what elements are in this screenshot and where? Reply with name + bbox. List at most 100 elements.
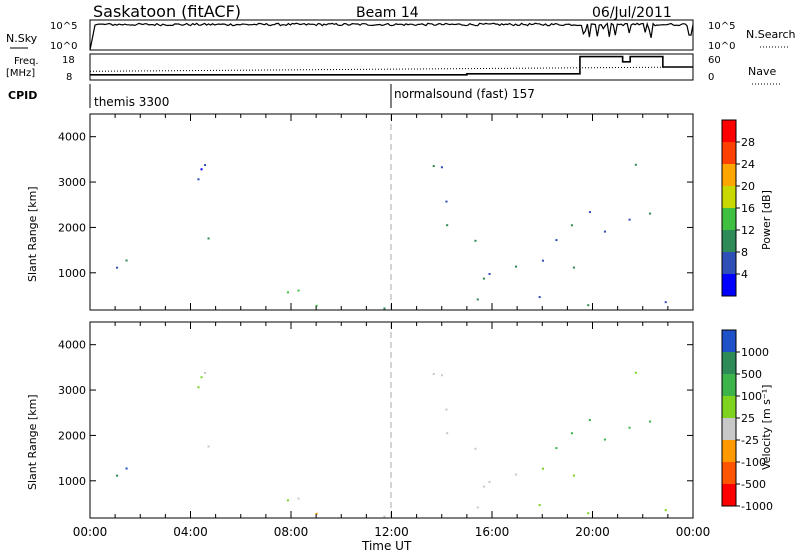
colorbar-tick-label: 8: [741, 246, 748, 259]
power-cell: [588, 211, 591, 214]
velocity-cell: [116, 474, 119, 477]
colorbar-tick-label: 1000: [741, 346, 769, 359]
velocity-cell: [572, 474, 575, 477]
power-cell: [603, 230, 606, 233]
power-cell: [555, 239, 558, 242]
velocity-cell: [125, 467, 128, 470]
nsky-series-line: [89, 21, 694, 51]
power-range-label: Slant Range [km]: [26, 186, 39, 282]
nave-label: Nave: [748, 65, 776, 78]
range-tick-label: 2000: [58, 221, 86, 234]
freq-tick-bottom: 8: [66, 72, 72, 83]
velocity-colorbar-label: Velocity [m s⁻¹]: [760, 385, 773, 470]
date-title: 06/Jul/2011: [592, 5, 672, 21]
colorbar-tick-label: 28: [741, 136, 755, 149]
velocity-cell: [664, 509, 667, 512]
power-cell: [286, 291, 289, 294]
velocity-colorbar: 1000 500 100 25 -25 -100 -500 -1000 Velocity [m…: [721, 329, 773, 513]
nsky-left-tick-top: 10^5: [50, 21, 77, 32]
colorbar-swatch: [722, 164, 736, 186]
power-cell: [587, 304, 590, 307]
cpid-panel: CPID themis 3300 normalsound (fast) 157: [8, 84, 535, 109]
colorbar-swatch: [722, 230, 736, 252]
power-cell: [482, 277, 485, 280]
nsky-panel: N.Sky 10^5 10^0 10^5 10^0 N.Search: [6, 19, 796, 52]
velocity-cell: [482, 485, 485, 488]
range-tick-label: 1000: [58, 475, 86, 488]
power-cell: [488, 273, 491, 275]
colorbar-swatch: [722, 120, 736, 142]
velocity-cell: [200, 376, 203, 379]
time-tick-label: 04:00: [173, 525, 208, 539]
power-cell: [116, 266, 119, 269]
time-tick-label: 00:00: [676, 525, 711, 539]
freq-series-line: [90, 55, 693, 76]
colorbar-tick-label: 4: [741, 268, 748, 281]
velocity-cell: [634, 371, 637, 374]
site-title: Saskatoon (fitACF): [93, 2, 241, 21]
colorbar-swatch: [722, 208, 736, 230]
colorbar-tick-label: -1000: [741, 500, 773, 513]
velocity-cell: [488, 481, 491, 483]
power-cell: [476, 298, 479, 301]
colorbar-swatch: [722, 440, 736, 462]
velocity-cell: [555, 447, 558, 450]
velocity-cell: [587, 512, 590, 515]
velocity-cell: [541, 467, 544, 470]
cpid-program-2: normalsound (fast) 157: [394, 87, 535, 101]
range-tick-label: 1000: [58, 267, 86, 280]
power-cell: [207, 237, 210, 240]
freq-unit-label: [MHz]: [6, 68, 35, 79]
colorbar-swatch: [722, 352, 736, 374]
velocity-cell: [286, 499, 289, 502]
velocity-cell: [588, 419, 591, 422]
power-cell: [649, 212, 652, 215]
velocity-cell: [628, 426, 631, 429]
nave-tick-top: 60: [708, 55, 721, 66]
power-colorbar-label: Power [dB]: [760, 190, 773, 250]
velocity-cell: [649, 420, 652, 423]
power-cell: [634, 163, 637, 166]
colorbar-swatch: [722, 462, 736, 484]
time-tick-label: 20:00: [575, 525, 610, 539]
power-cell: [297, 289, 300, 292]
power-cell: [197, 178, 200, 181]
colorbar-tick-label: -500: [741, 478, 766, 491]
velocity-cell: [446, 432, 449, 435]
time-tick-label: 00:00: [73, 525, 108, 539]
colorbar-swatch: [722, 186, 736, 208]
velocity-cell: [515, 473, 518, 476]
velocity-cell: [445, 408, 448, 411]
nsearch-label: N.Search: [746, 28, 796, 41]
velocity-range-label: Slant Range [km]: [26, 394, 39, 490]
power-cell: [446, 224, 449, 227]
power-cell: [538, 296, 541, 299]
velocity-data-cells: [116, 371, 667, 518]
colorbar-swatch: [722, 484, 736, 506]
colorbar-tick-label: 24: [741, 158, 755, 171]
nsky-left-tick-bottom: 10^0: [50, 41, 77, 52]
power-cell: [204, 164, 207, 167]
colorbar-tick-label: 12: [741, 224, 755, 237]
velocity-cell: [197, 386, 200, 389]
time-tick-label: 12:00: [374, 525, 409, 539]
range-tick-label: 4000: [58, 131, 86, 144]
colorbar-swatch: [722, 374, 736, 396]
range-tick-label: 4000: [58, 339, 86, 352]
time-tick-label: 08:00: [274, 525, 309, 539]
freq-label: Freq.: [14, 56, 39, 67]
velocity-cell: [383, 515, 386, 518]
nave-series-line: [89, 66, 694, 72]
range-tick-label: 3000: [58, 176, 86, 189]
colorbar-swatch: [722, 142, 736, 164]
range-tick-label: 2000: [58, 429, 86, 442]
colorbar-swatch: [722, 274, 736, 296]
colorbar-tick-label: -25: [741, 434, 759, 447]
velocity-cell: [315, 512, 318, 515]
velocity-cell: [297, 497, 300, 500]
colorbar-tick-label: 20: [741, 180, 755, 193]
nave-tick-bottom: 0: [708, 72, 714, 83]
colorbar-swatch: [722, 330, 736, 352]
velocity-cell: [570, 432, 573, 435]
